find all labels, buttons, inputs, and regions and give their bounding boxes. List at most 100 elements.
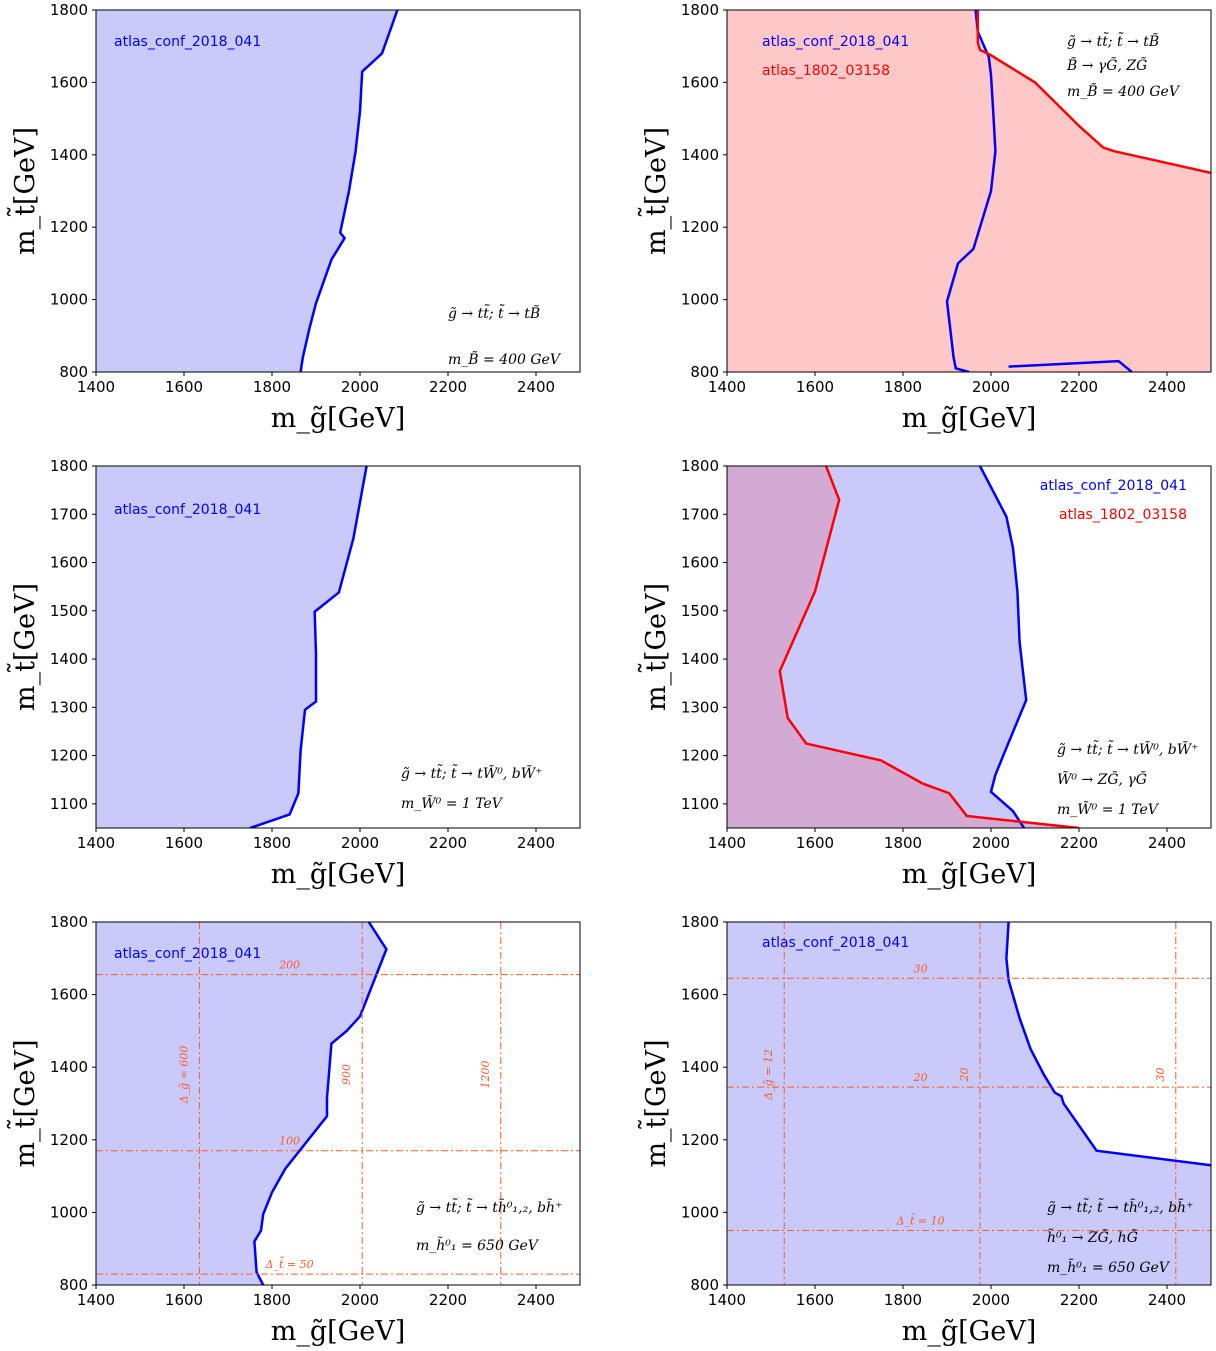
y-tick-label: 1800: [50, 913, 88, 931]
y-axis-title: m_t̃[GeV]: [637, 127, 672, 255]
fill-region-atlas_conf_2018_041: [96, 466, 367, 828]
x-tick-label: 1600: [165, 1291, 203, 1309]
annotation: g̃ → tt̃; t̃ → th̃⁰₁,₂, bh̃⁺: [416, 1197, 562, 1216]
y-tick-label: 1400: [681, 650, 719, 668]
series-line-atlas_conf_2018_041: [945, 10, 997, 372]
annotation: B̃ → γG̃, ZG̃: [1066, 56, 1147, 74]
ref-label: 100: [279, 1135, 300, 1148]
ref-label: Δ_t̃ = 50: [265, 1257, 314, 1271]
chart-panel-4: 1400 1600 1800 2000 2200 2400 1100 1200 1300 1400…: [637, 457, 1212, 890]
y-tick-label: 1600: [50, 554, 88, 572]
y-tick-label: 1600: [50, 986, 88, 1004]
y-tick-label: 1800: [681, 1, 719, 19]
y-axis-title: m_t̃[GeV]: [6, 583, 41, 711]
x-tick-label: 2200: [1060, 1291, 1098, 1309]
y-tick-label: 1200: [50, 1131, 88, 1149]
x-tick-label: 2000: [972, 378, 1010, 396]
y-tick-label: 1000: [681, 1203, 719, 1221]
y-axis-title: m_t̃[GeV]: [637, 1039, 672, 1167]
x-tick-label: 1800: [884, 1291, 922, 1309]
chart-panel-1: 1400 1600 1800 2000 2200 2400 800 1000 1200 1400 1…: [6, 1, 581, 434]
annotation: m_W̃⁰ = 1 TeV: [401, 794, 504, 812]
annotation: g̃ → tt̃; t̃ → tW̃⁰, bW̃⁺: [401, 763, 543, 782]
x-tick-label: 1400: [708, 1291, 746, 1309]
x-tick-label: 2400: [1148, 378, 1186, 396]
y-tick-label: 1200: [681, 218, 719, 236]
y-tick-label: 1400: [681, 146, 719, 164]
y-tick-label: 1500: [50, 602, 88, 620]
series-line-atlas_1802_03158: [778, 466, 1080, 828]
chart-panel-5: Δ_g̃ = 600 900 1200 Δ_t̃ = 50 100 200 1400 1600…: [6, 913, 581, 1347]
legend-entry: atlas_conf_2018_041: [114, 946, 261, 962]
series-line-atlas_conf_2018_041: [299, 10, 399, 372]
plot-area: Δ_g̃ = 12 20 30 Δ_t̃ = 10 20 30: [727, 922, 1211, 1285]
annotation: g̃ → tt̃; t̃ → tB̃: [448, 303, 540, 322]
x-tick-label: 1800: [884, 378, 922, 396]
x-tick-label: 1600: [165, 834, 203, 852]
x-tick-label: 2200: [1060, 834, 1098, 852]
x-axis-title: m_g̃[GeV]: [271, 403, 406, 434]
series-line-atlas_conf_2018_041: [249, 466, 368, 828]
ref-label: 200: [278, 959, 300, 972]
x-tick-label: 2200: [429, 834, 467, 852]
x-tick-label: 1400: [708, 378, 746, 396]
y-tick-label: 1600: [50, 73, 88, 91]
fill-region-atlas_1802_03158: [727, 466, 1079, 828]
y-tick-label: 1800: [50, 1, 88, 19]
y-tick-label: 1800: [681, 913, 719, 931]
y-tick-label: 1600: [681, 554, 719, 572]
x-tick-label: 2200: [429, 1291, 467, 1309]
y-tick-label: 1000: [50, 291, 88, 309]
x-axis-title: m_g̃[GeV]: [902, 1316, 1037, 1347]
plot-area: [96, 10, 399, 372]
plot-area: [727, 10, 1211, 372]
annotation: h̃⁰₁ → ZG̃, hG̃: [1047, 1228, 1138, 1246]
ref-label: 20: [958, 1067, 971, 1082]
series-line-atlas_conf_2018_041: [1005, 922, 1211, 1167]
x-tick-label: 1600: [796, 378, 834, 396]
annotation: m_h̃⁰₁ = 650 GeV: [416, 1236, 540, 1254]
annotation: m_W̃⁰ = 1 TeV: [1057, 800, 1160, 818]
ref-label: Δ_g̃ = 12: [762, 1049, 775, 1101]
annotation: g̃ → tt̃; t̃ → tW̃⁰, bW̃⁺: [1057, 739, 1199, 758]
ref-label: 20: [913, 1071, 928, 1084]
annotation: m_B̃ = 400 GeV: [448, 350, 562, 368]
x-tick-label: 1800: [884, 834, 922, 852]
plot-frame: [95, 921, 581, 1286]
fill-region-atlas_conf_2018_041: [96, 10, 398, 372]
x-tick-label: 1400: [77, 378, 115, 396]
x-tick-label: 2000: [972, 1291, 1010, 1309]
y-tick-label: 1500: [681, 602, 719, 620]
x-tick-label: 2400: [1148, 834, 1186, 852]
x-tick-label: 1400: [77, 1291, 115, 1309]
x-tick-label: 1600: [165, 378, 203, 396]
series-line-atlas_1802_03158: [976, 10, 1211, 175]
legend-entry: atlas_conf_2018_041: [762, 935, 909, 951]
x-axis-title: m_g̃[GeV]: [902, 403, 1037, 434]
legend-entry: atlas_1802_03158: [1059, 507, 1187, 523]
legend-entry: atlas_conf_2018_041: [762, 34, 909, 50]
x-tick-label: 2400: [517, 1291, 555, 1309]
annotation: g̃ → tt̃; t̃ → tB̃: [1067, 31, 1159, 50]
ref-label: Δ_t̃ = 10: [896, 1213, 945, 1227]
chart-panel-2: 1400 1600 1800 2000 2200 2400 800 1000 1200 1400 1…: [637, 1, 1212, 434]
y-tick-label: 1600: [681, 986, 719, 1004]
fill-region-atlas_conf_2018_041: [727, 922, 1211, 1285]
x-tick-label: 1800: [253, 378, 291, 396]
ref-label: 30: [1154, 1067, 1167, 1081]
ref-label: 900: [340, 1064, 353, 1085]
y-tick-label: 1300: [50, 698, 88, 716]
x-tick-label: 1400: [77, 834, 115, 852]
y-tick-label: 1400: [50, 146, 88, 164]
y-tick-label: 1200: [681, 1131, 719, 1149]
y-tick-label: 1100: [50, 795, 88, 813]
x-tick-label: 2200: [429, 378, 467, 396]
y-tick-label: 1200: [50, 218, 88, 236]
x-tick-label: 1600: [796, 834, 834, 852]
x-tick-label: 1800: [253, 1291, 291, 1309]
y-tick-label: 800: [59, 363, 88, 381]
x-tick-label: 1800: [253, 834, 291, 852]
fill-region-atlas_conf_2018_041: [96, 922, 387, 1285]
legend-entry: atlas_conf_2018_041: [114, 34, 261, 50]
